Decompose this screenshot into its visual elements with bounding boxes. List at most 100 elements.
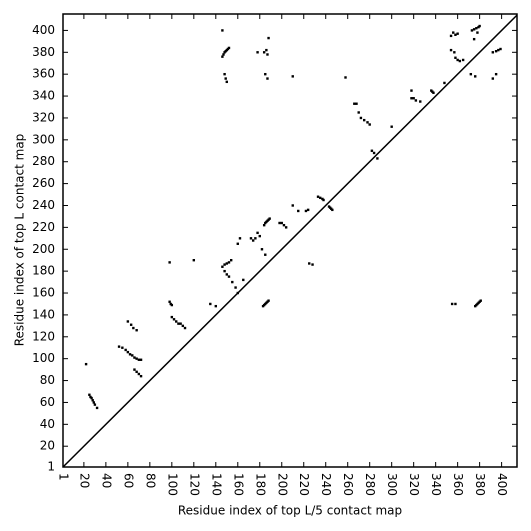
contact-point — [454, 56, 457, 59]
x-tick-label: 160 — [231, 473, 245, 496]
contact-point — [291, 204, 294, 207]
contact-point — [454, 302, 457, 306]
y-tick-label: 340 — [32, 89, 55, 103]
contact-point — [124, 348, 127, 352]
contact-point — [256, 51, 259, 54]
contact-point — [137, 372, 141, 376]
contact-point — [225, 262, 228, 265]
y-tick-label: 60 — [40, 395, 55, 409]
x-tick-label: 360 — [451, 473, 465, 496]
contact-point — [168, 261, 171, 264]
contact-point — [449, 34, 453, 38]
contact-point — [170, 315, 174, 319]
contact-point — [497, 48, 500, 52]
x-tick-label: 260 — [341, 473, 355, 496]
contact-point — [256, 231, 259, 235]
contact-point — [242, 278, 245, 282]
y-tick-label: 260 — [32, 176, 55, 190]
y-tick-label: 280 — [32, 154, 55, 168]
contact-point — [133, 368, 136, 371]
contact-point — [479, 299, 482, 302]
contact-point — [291, 75, 294, 78]
y-tick-label: 360 — [32, 67, 55, 81]
contact-point — [355, 102, 358, 105]
contact-point — [129, 323, 133, 326]
contact-point — [236, 242, 239, 245]
contact-point — [221, 265, 224, 268]
contact-point — [168, 300, 171, 303]
contact-point — [359, 116, 363, 120]
contact-point — [221, 29, 224, 32]
y-tick-label: 220 — [32, 220, 55, 234]
x-tick-label: 200 — [275, 473, 289, 496]
contact-point — [234, 286, 237, 289]
contact-point — [452, 31, 455, 34]
contact-point — [267, 36, 270, 40]
plot-frame — [62, 13, 518, 468]
contact-point — [264, 253, 267, 256]
contact-point — [419, 100, 422, 103]
x-tick-label: 1 — [57, 473, 71, 481]
contact-point — [306, 208, 310, 212]
contact-point — [280, 221, 283, 225]
contact-point — [238, 237, 242, 240]
contact-point — [133, 356, 136, 359]
contact-point — [249, 237, 253, 240]
contact-point — [223, 269, 226, 273]
contact-point — [499, 47, 502, 51]
contact-point — [131, 354, 134, 357]
contact-point — [456, 32, 459, 35]
contact-point — [284, 226, 288, 229]
contact-point — [456, 58, 459, 62]
contact-point — [227, 46, 231, 50]
x-tick-label: 100 — [165, 473, 179, 496]
contact-point — [137, 358, 141, 361]
contact-point — [222, 53, 225, 56]
contact-point — [475, 27, 478, 30]
contact-point — [95, 406, 99, 410]
x-tick-label: 400 — [495, 473, 509, 496]
contact-point — [214, 304, 217, 308]
contact-point — [170, 303, 174, 307]
x-tick-label: 60 — [121, 473, 135, 488]
contact-point — [262, 51, 266, 54]
x-tick-label: 220 — [297, 473, 311, 496]
contact-point — [268, 217, 271, 220]
contact-point — [236, 291, 239, 295]
contact-point — [376, 157, 379, 160]
x-tick-label: 340 — [429, 473, 443, 496]
contact-point — [84, 362, 88, 366]
contact-point — [322, 198, 325, 202]
y-tick-label: 1 — [47, 460, 55, 474]
contact-point — [410, 89, 413, 92]
contact-point — [491, 77, 495, 80]
x-tick-label: 240 — [319, 473, 333, 496]
contact-point — [135, 357, 138, 360]
contact-point — [454, 33, 457, 36]
y-tick-label: 320 — [32, 110, 55, 124]
x-tick-label: 120 — [187, 473, 201, 496]
y-tick-label: 100 — [32, 351, 55, 365]
contact-point — [494, 50, 498, 53]
contact-point — [92, 401, 95, 404]
y-axis-label: Residue index of top L contact map — [13, 134, 27, 347]
contact-point — [450, 302, 454, 306]
contact-point — [179, 322, 182, 325]
contact-point — [474, 75, 477, 78]
x-tick-label: 180 — [253, 473, 267, 496]
contact-point — [221, 55, 224, 58]
contact-point — [262, 223, 266, 227]
contact-point — [453, 51, 456, 54]
contact-point — [297, 209, 300, 213]
contact-point — [260, 248, 264, 251]
contact-point — [132, 326, 135, 330]
contact-point — [172, 318, 176, 321]
contact-point — [410, 97, 413, 100]
contact-point — [370, 149, 374, 152]
contact-point — [267, 299, 270, 302]
y-tick-label: 140 — [32, 307, 55, 321]
contact-point — [491, 51, 495, 54]
contact-point — [254, 237, 257, 240]
contact-point — [91, 399, 94, 402]
